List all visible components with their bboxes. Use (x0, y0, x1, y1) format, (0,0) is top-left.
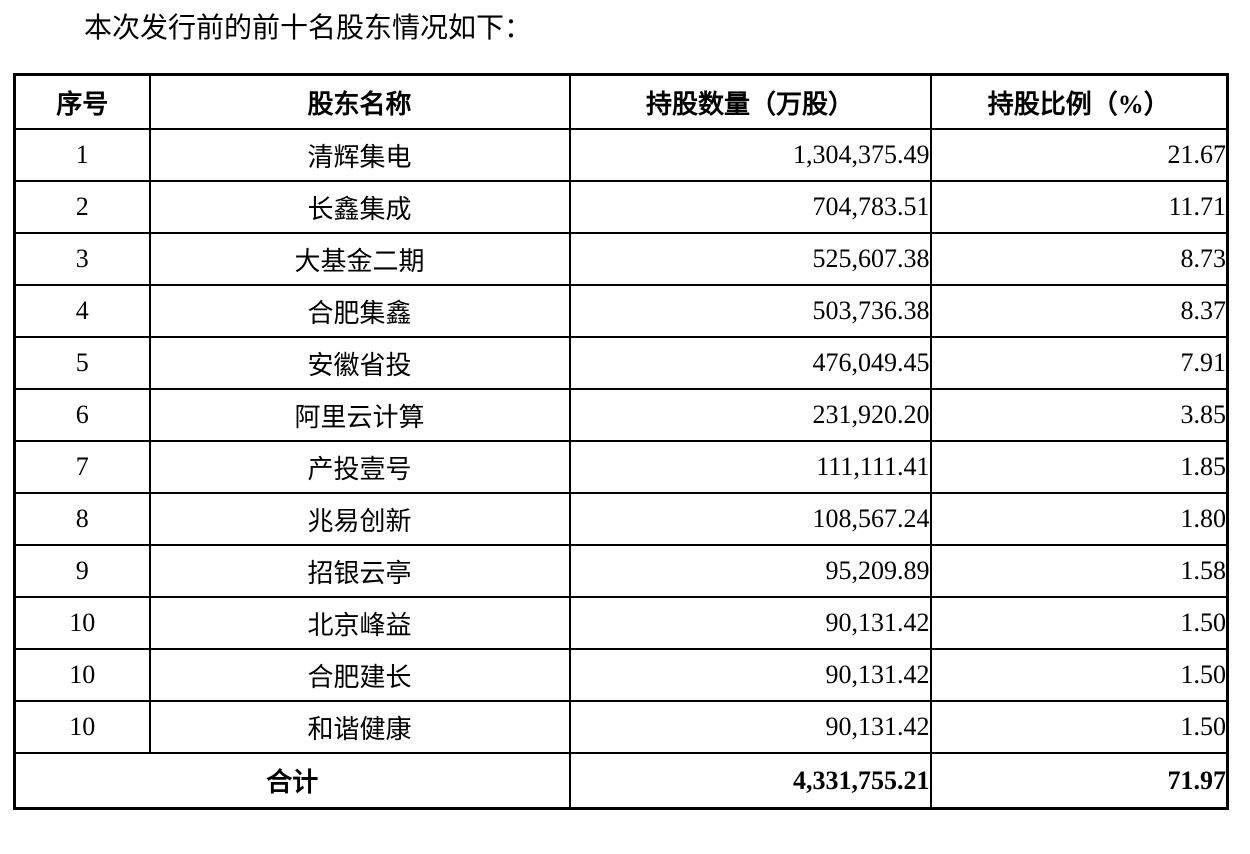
cell-shares: 90,131.42 (568, 648, 932, 702)
cell-no: 9 (13, 544, 151, 598)
cell-shares: 108,567.24 (568, 492, 932, 546)
table-row: 10 合肥建长 90,131.42 1.50 (13, 648, 1229, 702)
cell-no: 10 (13, 648, 151, 702)
cell-ratio: 1.85 (929, 440, 1229, 494)
cell-shares: 704,783.51 (568, 180, 932, 234)
cell-shares: 525,607.38 (568, 232, 932, 286)
cell-ratio: 3.85 (929, 388, 1229, 442)
cell-name: 阿里云计算 (148, 388, 571, 442)
cell-shares: 231,920.20 (568, 388, 932, 442)
cell-no: 4 (13, 284, 151, 338)
header-cell-no: 序号 (13, 73, 151, 130)
cell-name: 合肥集鑫 (148, 284, 571, 338)
header-row: 序号 股东名称 持股数量（万股） 持股比例（%） (13, 73, 1229, 130)
cell-name: 产投壹号 (148, 440, 571, 494)
cell-ratio: 1.80 (929, 492, 1229, 546)
table-row: 2 长鑫集成 704,783.51 11.71 (13, 180, 1229, 234)
shareholder-table-body: 1 清辉集电 1,304,375.49 21.67 2 长鑫集成 704,783… (13, 128, 1229, 754)
cell-no: 7 (13, 440, 151, 494)
cell-shares: 90,131.42 (568, 596, 932, 650)
table-row: 9 招银云亭 95,209.89 1.58 (13, 544, 1229, 598)
cell-name: 招银云亭 (148, 544, 571, 598)
cell-name: 和谐健康 (148, 700, 571, 754)
cell-name: 清辉集电 (148, 128, 571, 182)
table-footer: 合计 4,331,755.21 71.97 (13, 752, 1229, 810)
table-header: 序号 股东名称 持股数量（万股） 持股比例（%） (13, 73, 1229, 130)
cell-no: 1 (13, 128, 151, 182)
cell-name: 兆易创新 (148, 492, 571, 546)
cell-shares: 111,111.41 (568, 440, 932, 494)
header-cell-shares: 持股数量（万股） (568, 73, 932, 130)
total-label-cell: 合计 (13, 752, 571, 810)
shareholders-table: 序号 股东名称 持股数量（万股） 持股比例（%） 1 清辉集电 1,304,37… (13, 73, 1229, 810)
cell-no: 2 (13, 180, 151, 234)
header-cell-ratio: 持股比例（%） (929, 73, 1229, 130)
cell-name: 长鑫集成 (148, 180, 571, 234)
cell-shares: 476,049.45 (568, 336, 932, 390)
header-cell-name: 股东名称 (148, 73, 571, 130)
table-row: 5 安徽省投 476,049.45 7.91 (13, 336, 1229, 390)
total-ratio-cell: 71.97 (929, 752, 1229, 810)
total-row: 合计 4,331,755.21 71.97 (13, 752, 1229, 810)
cell-no: 10 (13, 596, 151, 650)
cell-no: 10 (13, 700, 151, 754)
total-shares-cell: 4,331,755.21 (568, 752, 932, 810)
cell-ratio: 8.37 (929, 284, 1229, 338)
cell-no: 8 (13, 492, 151, 546)
cell-shares: 95,209.89 (568, 544, 932, 598)
cell-no: 5 (13, 336, 151, 390)
table-row: 1 清辉集电 1,304,375.49 21.67 (13, 128, 1229, 182)
cell-shares: 503,736.38 (568, 284, 932, 338)
table-row: 10 和谐健康 90,131.42 1.50 (13, 700, 1229, 754)
cell-ratio: 1.58 (929, 544, 1229, 598)
cell-name: 北京峰益 (148, 596, 571, 650)
cell-ratio: 21.67 (929, 128, 1229, 182)
cell-no: 3 (13, 232, 151, 286)
cell-ratio: 1.50 (929, 700, 1229, 754)
cell-no: 6 (13, 388, 151, 442)
cell-ratio: 7.91 (929, 336, 1229, 390)
table-row: 7 产投壹号 111,111.41 1.85 (13, 440, 1229, 494)
cell-name: 合肥建长 (148, 648, 571, 702)
cell-ratio: 1.50 (929, 648, 1229, 702)
intro-text: 本次发行前的前十名股东情况如下： (84, 13, 533, 44)
cell-shares: 90,131.42 (568, 700, 932, 754)
cell-name: 安徽省投 (148, 336, 571, 390)
table-row: 10 北京峰益 90,131.42 1.50 (13, 596, 1229, 650)
cell-shares: 1,304,375.49 (568, 128, 932, 182)
cell-ratio: 11.71 (929, 180, 1229, 234)
table-row: 4 合肥集鑫 503,736.38 8.37 (13, 284, 1229, 338)
cell-ratio: 1.50 (929, 596, 1229, 650)
table-row: 8 兆易创新 108,567.24 1.80 (13, 492, 1229, 546)
table-row: 6 阿里云计算 231,920.20 3.85 (13, 388, 1229, 442)
cell-ratio: 8.73 (929, 232, 1229, 286)
cell-name: 大基金二期 (148, 232, 571, 286)
table-row: 3 大基金二期 525,607.38 8.73 (13, 232, 1229, 286)
